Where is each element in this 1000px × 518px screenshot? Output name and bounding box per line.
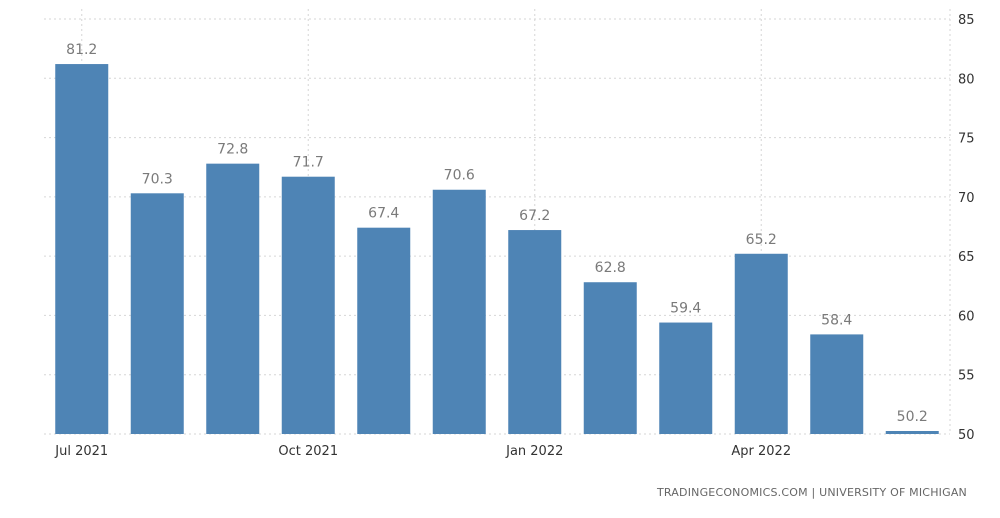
data-label: 62.8 (595, 260, 626, 276)
bar (508, 230, 562, 434)
data-label: 81.2 (66, 42, 97, 58)
source-label: TRADINGECONOMICS.COM | UNIVERSITY OF MIC… (656, 486, 967, 499)
bar (281, 176, 335, 434)
y-tick-label: 50 (958, 428, 975, 443)
bar (583, 282, 637, 434)
bar (130, 193, 184, 434)
bar (810, 334, 864, 434)
x-tick-label: Jul 2021 (54, 444, 108, 459)
value-labels-group: 81.2 70.3 72.8 71.7 67.4 70.6 67.2 62.8 59.4 65.2… (66, 42, 928, 425)
x-tick-label: Apr 2022 (731, 444, 791, 459)
data-label: 67.4 (368, 206, 399, 222)
y-tick-label: 75 (958, 132, 975, 147)
x-tick-label: Oct 2021 (278, 444, 338, 459)
bars-group (55, 64, 939, 435)
data-label: 72.8 (217, 142, 248, 158)
bar (55, 64, 109, 435)
bar (206, 163, 260, 434)
data-label: 59.4 (670, 301, 701, 317)
y-tick-label: 65 (958, 250, 975, 265)
data-label: 70.3 (142, 171, 173, 187)
y-tick-label: 70 (958, 191, 975, 206)
data-label: 70.6 (444, 168, 475, 184)
y-tick-label: 60 (958, 309, 975, 324)
y-axis-ticks: 50 55 60 65 70 75 80 85 (958, 13, 975, 443)
data-label: 71.7 (293, 155, 324, 171)
data-label: 65.2 (746, 232, 777, 248)
data-label: 50.2 (897, 409, 928, 425)
y-tick-label: 85 (958, 13, 975, 28)
x-tick-label: Jan 2022 (505, 444, 563, 459)
data-label: 58.4 (821, 312, 852, 328)
y-tick-label: 55 (958, 369, 975, 384)
bar (659, 322, 713, 434)
y-tick-label: 80 (958, 72, 975, 87)
bar (432, 189, 486, 434)
data-label: 67.2 (519, 208, 550, 224)
bar (885, 431, 939, 434)
x-axis-ticks: Jul 2021 Oct 2021 Jan 2022 Apr 2022 (54, 444, 791, 459)
bar (734, 253, 788, 434)
bar (357, 227, 411, 434)
